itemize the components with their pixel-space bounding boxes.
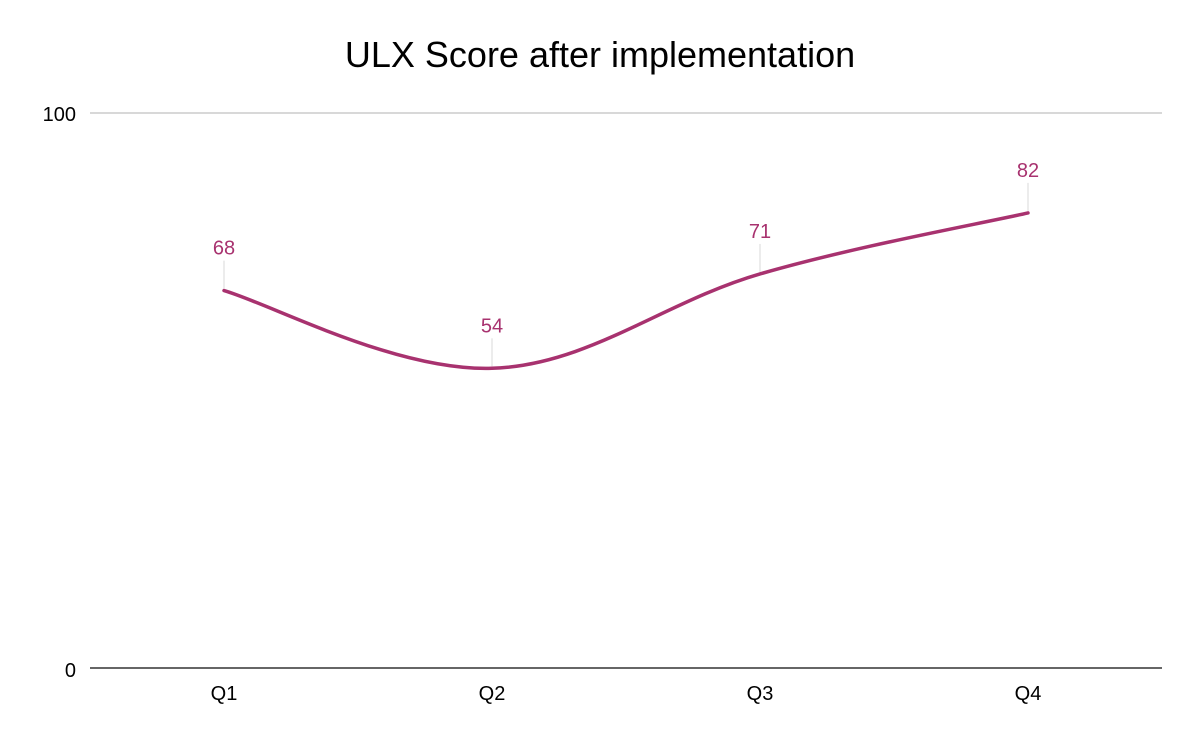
x-axis-labels: Q1 Q2 Q3 Q4 xyxy=(211,683,1042,705)
x-tick-q3: Q3 xyxy=(747,683,774,705)
data-label: 54 xyxy=(481,315,503,337)
x-tick-q1: Q1 xyxy=(211,683,238,705)
x-tick-q4: Q4 xyxy=(1015,683,1042,705)
data-label: 68 xyxy=(213,238,235,260)
chart-title: ULX Score after implementation xyxy=(344,34,856,75)
series-line xyxy=(222,211,1030,371)
data-labels: 68 54 71 82 xyxy=(213,160,1039,337)
data-label: 82 xyxy=(1017,160,1039,182)
label-leaders xyxy=(223,182,1029,367)
y-tick-0: 0 xyxy=(65,660,76,682)
x-tick-q2: Q2 xyxy=(479,683,506,705)
y-tick-100: 100 xyxy=(43,104,76,126)
data-label: 71 xyxy=(749,221,771,243)
